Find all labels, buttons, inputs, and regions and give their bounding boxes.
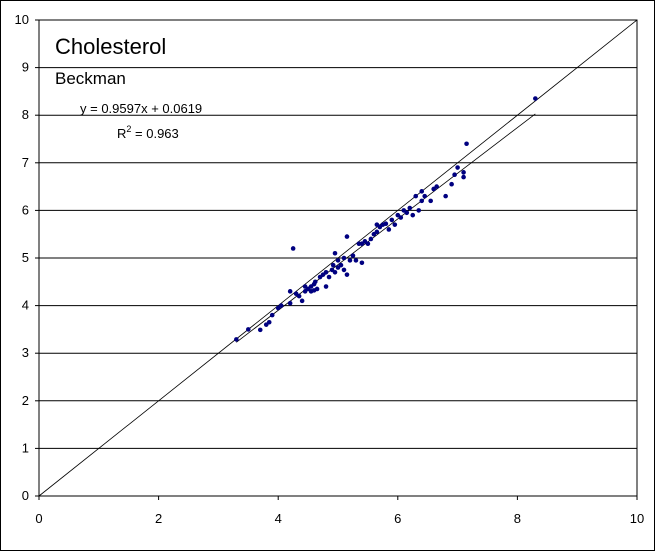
data-point (246, 327, 251, 332)
y-tick-label: 4 (22, 298, 29, 313)
data-point (419, 198, 425, 204)
data-point (330, 262, 336, 268)
data-point (392, 222, 398, 227)
r-squared-prefix: R (117, 126, 126, 141)
data-point (428, 198, 433, 204)
data-point (332, 269, 338, 275)
data-point (398, 215, 404, 220)
data-point (290, 246, 296, 251)
data-point (344, 234, 350, 239)
data-point (365, 241, 371, 247)
data-point (269, 312, 275, 318)
y-tick-label: 8 (22, 107, 29, 122)
data-point (452, 172, 457, 177)
data-point (464, 141, 469, 147)
chart-title: Cholesterol (55, 34, 166, 59)
data-point (257, 327, 263, 333)
data-point (278, 303, 284, 308)
data-point (332, 250, 338, 256)
data-point (407, 205, 413, 211)
data-point (455, 165, 460, 170)
x-tick-label: 8 (514, 511, 521, 526)
y-tick-label: 9 (22, 60, 29, 75)
data-point (234, 337, 239, 342)
data-point (461, 174, 466, 180)
data-point (314, 286, 320, 292)
y-tick-label: 6 (22, 202, 29, 217)
data-point (323, 284, 329, 289)
data-point (350, 253, 356, 258)
data-point (434, 184, 439, 189)
data-point (419, 189, 425, 194)
chart-subtitle: Beckman (55, 69, 126, 88)
data-point (296, 293, 302, 299)
y-tick-label: 0 (22, 488, 29, 503)
data-point (413, 193, 419, 199)
data-point (338, 262, 344, 268)
trendline-equation: y = 0.9597x + 0.0619 (80, 101, 202, 116)
data-point (353, 258, 359, 263)
y-tick-label: 5 (22, 250, 29, 265)
data-point (347, 258, 353, 263)
data-point (389, 217, 395, 223)
x-tick-label: 4 (275, 511, 282, 526)
data-point (533, 96, 538, 101)
y-tick-label: 2 (22, 393, 29, 408)
y-tick-label: 3 (22, 345, 29, 360)
y-tick-label: 10 (15, 12, 29, 27)
data-point (416, 208, 422, 213)
data-point (422, 193, 428, 199)
x-tick-label: 10 (630, 511, 644, 526)
data-point (287, 300, 293, 306)
data-point (312, 279, 318, 285)
data-point (341, 267, 347, 273)
trendline (236, 113, 536, 343)
data-point (299, 298, 305, 304)
data-point (287, 289, 293, 294)
data-point (404, 210, 410, 216)
y-tick-label: 1 (22, 440, 29, 455)
data-point (449, 181, 454, 187)
data-point (368, 236, 374, 242)
data-point (323, 269, 329, 275)
data-point (461, 170, 466, 175)
data-point (326, 274, 332, 280)
data-point (383, 221, 389, 227)
data-point (374, 229, 380, 235)
r-squared-label: R2 = 0.963 (117, 124, 179, 141)
r-squared-exponent: 2 (126, 124, 131, 134)
data-point (359, 260, 365, 266)
x-tick-label: 2 (155, 511, 162, 526)
r-squared-value: = 0.963 (131, 126, 178, 141)
data-point (344, 272, 350, 277)
data-point (335, 258, 341, 263)
data-point (386, 227, 392, 232)
data-point (443, 193, 448, 199)
y-tick-label: 7 (22, 155, 29, 170)
x-tick-label: 0 (35, 511, 42, 526)
x-tick-label: 6 (394, 511, 401, 526)
data-point (410, 212, 416, 218)
data-point (266, 319, 272, 325)
data-point (341, 255, 347, 261)
